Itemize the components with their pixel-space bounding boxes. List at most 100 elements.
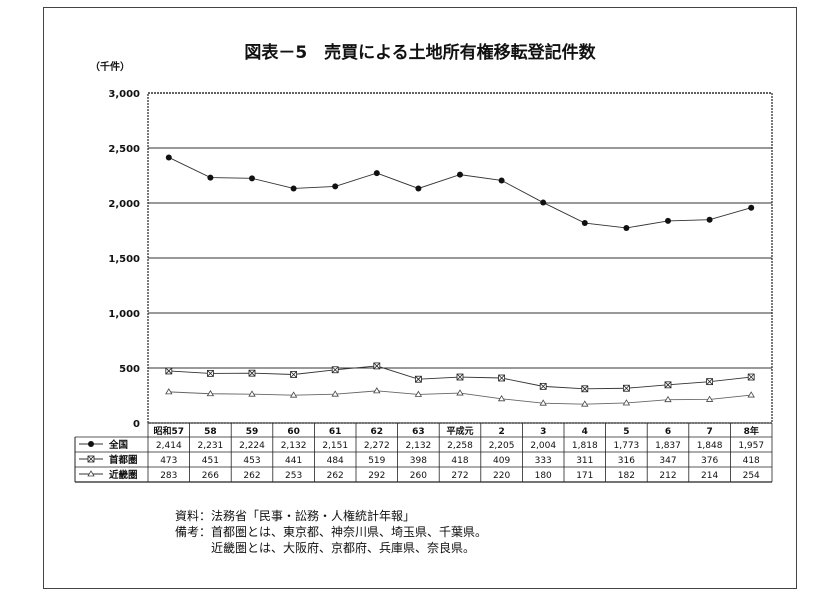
- legend-label-shutoken: 首都圏: [109, 454, 138, 466]
- table-cell-national: 2,132: [281, 441, 307, 451]
- table-cell-national: 2,258: [447, 441, 473, 451]
- data-point-shutoken-x: [290, 371, 297, 378]
- data-point-national: [498, 177, 505, 184]
- table-cell-shutoken: 519: [368, 456, 385, 466]
- y-tick-label: 0: [133, 419, 140, 430]
- table-cell-national: 2,414: [156, 441, 182, 451]
- data-point-shutoken-x: [415, 375, 422, 383]
- table-cell-shutoken: 451: [202, 456, 219, 466]
- table-cell-kinki: 220: [493, 471, 510, 481]
- chart-frame: [43, 7, 797, 589]
- data-point-national: [457, 171, 463, 178]
- table-cell-national: 1,848: [697, 441, 723, 451]
- table-cell-shutoken: 311: [576, 456, 593, 466]
- table-cell-shutoken: 347: [659, 456, 676, 466]
- table-cell-national: 2,205: [489, 441, 515, 451]
- data-point-kinki: [373, 387, 381, 394]
- y-tick-label: 3,000: [108, 89, 140, 100]
- y-tick-label: 2,000: [108, 199, 140, 210]
- data-point-shutoken-x: [456, 373, 464, 381]
- table-cell-shutoken: 484: [327, 456, 344, 466]
- data-point-national: [207, 174, 214, 181]
- data-point-national: [165, 154, 172, 161]
- data-point-national: [373, 170, 380, 177]
- data-point-kinki: [414, 390, 423, 397]
- note-source: 資料：法務省「民事・訟務・人権統計年報」: [175, 509, 416, 523]
- x-tick-label: 昭和57: [154, 425, 185, 437]
- x-tick-label: 58: [204, 427, 217, 437]
- data-point-national: [332, 183, 339, 190]
- data-point-national: [623, 224, 630, 231]
- table-cell-national: 2,151: [322, 441, 348, 451]
- table-cell-national: 2,231: [198, 441, 224, 451]
- table-cell-kinki: 214: [701, 471, 718, 481]
- table-cell-kinki: 212: [659, 471, 676, 481]
- data-point-kinki: [622, 399, 631, 406]
- table-cell-national: 2,132: [406, 441, 432, 451]
- data-point-national: [415, 185, 422, 192]
- data-point-kinki: [497, 395, 506, 402]
- data-point-kinki: [747, 391, 755, 398]
- table-cell-kinki: 266: [202, 471, 219, 481]
- table-cell-shutoken: 453: [243, 456, 260, 466]
- data-point-national: [249, 175, 255, 182]
- data-point-shutoken-x: [373, 362, 381, 370]
- table-cell-shutoken: 333: [535, 456, 552, 466]
- table-cell-shutoken: 376: [701, 456, 718, 466]
- legend-marker-kinki: [87, 470, 95, 477]
- table-cell-kinki: 254: [743, 471, 760, 481]
- table-cell-shutoken: 398: [410, 456, 427, 466]
- table-cell-national: 2,272: [364, 441, 390, 451]
- legend-label-kinki: 近畿圏: [109, 469, 138, 481]
- table-cell-shutoken: 441: [285, 456, 302, 466]
- x-tick-label: 59: [246, 427, 259, 437]
- table-cell-kinki: 262: [243, 471, 260, 481]
- data-point-shutoken-x: [539, 383, 547, 390]
- x-tick-label: 62: [371, 427, 384, 437]
- data-point-kinki: [539, 399, 547, 406]
- table-cell-kinki: 253: [285, 471, 302, 481]
- y-axis-unit: （千件）: [90, 60, 130, 73]
- table-cell-kinki: 262: [327, 471, 344, 481]
- data-point-shutoken-x: [664, 381, 672, 389]
- data-point-kinki: [165, 388, 173, 395]
- x-tick-label: 63: [412, 427, 425, 437]
- table-cell-national: 1,773: [614, 441, 640, 451]
- table-cell-kinki: 272: [451, 471, 468, 481]
- y-tick-label: 2,500: [108, 144, 140, 155]
- data-point-shutoken-x: [248, 369, 256, 377]
- table-cell-kinki: 182: [618, 471, 635, 481]
- data-point-kinki: [331, 390, 339, 397]
- legend-label-national: 全国: [108, 439, 128, 451]
- data-point-shutoken-x: [581, 385, 589, 393]
- table-cell-shutoken: 418: [743, 456, 760, 466]
- data-point-shutoken-x: [498, 374, 505, 382]
- table-cell-national: 1,818: [572, 441, 598, 451]
- data-point-national: [540, 199, 547, 206]
- data-point-shutoken-x: [207, 370, 214, 377]
- data-point-national: [706, 216, 713, 223]
- note-remark-1: 備考：首都圏とは、東京都、神奈川県、埼玉県、千葉県。: [175, 525, 488, 539]
- table-cell-kinki: 171: [576, 471, 593, 481]
- x-tick-label: 8年: [744, 425, 759, 437]
- x-tick-label: 60: [287, 427, 300, 437]
- table-cell-kinki: 283: [160, 471, 177, 481]
- y-tick-label: 1,000: [108, 309, 140, 320]
- data-point-kinki: [664, 395, 672, 403]
- data-point-kinki: [581, 400, 589, 407]
- x-tick-label: 3: [540, 427, 546, 437]
- table-cell-national: 2,004: [530, 441, 556, 451]
- x-tick-label: 6: [665, 427, 671, 437]
- data-point-shutoken-x: [623, 384, 630, 392]
- table-cell-shutoken: 473: [160, 456, 177, 466]
- data-point-kinki: [206, 389, 215, 397]
- data-point-shutoken-x: [706, 378, 713, 385]
- note-remark-2: 近畿圏とは、大阪府、京都府、兵庫県、奈良県。: [175, 541, 476, 555]
- chart-title: 図表－5 売買による土地所有権移転登記件数: [244, 42, 596, 63]
- data-point-kinki: [705, 395, 714, 402]
- table-cell-shutoken: 418: [451, 456, 468, 466]
- x-tick-label: 5: [623, 427, 629, 437]
- table-cell-kinki: 292: [368, 471, 385, 481]
- x-tick-label: 4: [582, 427, 588, 437]
